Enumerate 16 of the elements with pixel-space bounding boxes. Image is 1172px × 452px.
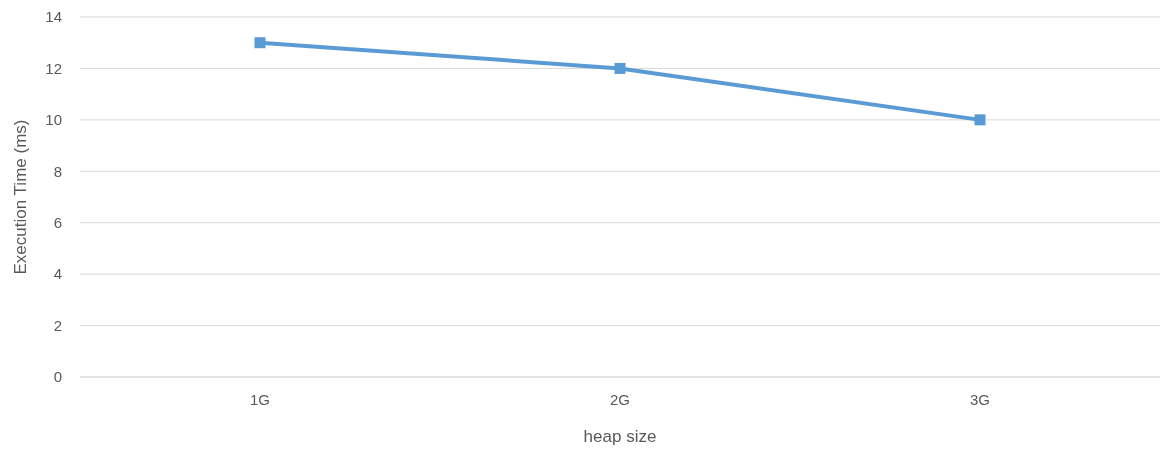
x-tick-label: 3G — [969, 391, 991, 408]
y-tick-label: 10 — [45, 111, 62, 129]
y-tick-label: 8 — [53, 162, 62, 180]
y-tick-label: 6 — [53, 213, 62, 231]
point — [614, 62, 626, 74]
point — [254, 37, 266, 49]
y-tick-label: 4 — [53, 265, 62, 283]
y-tick-label: 2 — [53, 316, 62, 334]
y-axis-title: Execution Time (ms) — [11, 119, 30, 275]
point — [974, 114, 986, 126]
y-tick-label: 0 — [53, 368, 62, 386]
y-tick-label: 14 — [45, 8, 62, 26]
x-tick-label: 2G — [609, 391, 631, 408]
x-axis-title: heap size — [583, 427, 657, 446]
y-tick-label: 12 — [45, 59, 62, 77]
x-tick-label: 1G — [249, 391, 271, 408]
